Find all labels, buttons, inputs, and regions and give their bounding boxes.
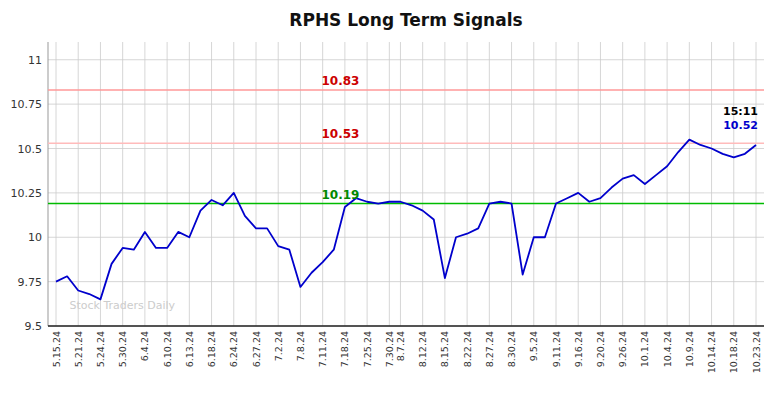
x-grid-line (400, 42, 401, 326)
x-tick-label: 10.9.24 (684, 331, 695, 367)
x-tick-label: 6.4.24 (139, 331, 150, 361)
x-tick-label: 10.1.24 (639, 331, 650, 367)
annotation: 15:11 (723, 105, 758, 118)
grid (48, 42, 764, 326)
x-grid-line (256, 42, 257, 326)
x-grid-line (556, 42, 557, 326)
y-grid-line (48, 59, 764, 60)
y-tick-label: 10.5 (18, 143, 43, 156)
x-grid-line (600, 42, 601, 326)
x-grid-line (711, 42, 712, 326)
x-tick-label: 7.8.24 (295, 331, 306, 361)
x-grid-line (167, 42, 168, 326)
price-line (56, 140, 756, 300)
x-tick-label: 8.12.24 (417, 331, 428, 367)
x-tick-label: 6.27.24 (251, 331, 262, 367)
y-grid-line (48, 192, 764, 193)
x-tick-label: 6.13.24 (184, 331, 195, 367)
x-tick-label: 7.2.24 (273, 331, 284, 361)
x-grid-line (100, 42, 101, 326)
x-tick-label: 7.30.24 (384, 331, 395, 367)
x-grid-line (578, 42, 579, 326)
x-tick-label: 8.15.24 (439, 331, 450, 367)
x-grid-line (467, 42, 468, 326)
y-grid-line (48, 104, 764, 105)
annotation: 10.52 (723, 119, 758, 132)
x-tick-label: 7.25.24 (362, 331, 373, 367)
reference-label: 10.19 (321, 188, 359, 202)
y-tick-label: 10.75 (11, 98, 43, 111)
x-tick-label: 5.24.24 (95, 331, 106, 367)
y-tick-label: 10 (28, 231, 42, 244)
reference-label: 10.53 (321, 127, 359, 141)
x-tick-label: 5.30.24 (117, 331, 128, 367)
x-tick-label: 9.5.24 (528, 331, 539, 361)
x-tick-label: 10.4.24 (662, 331, 673, 367)
x-grid-line (189, 42, 190, 326)
x-grid-line (422, 42, 423, 326)
x-tick-label: 9.11.24 (551, 331, 562, 367)
x-tick-label: 6.10.24 (162, 331, 173, 367)
x-grid-line (144, 42, 145, 326)
x-tick-label: 10.14.24 (706, 331, 717, 373)
x-tick-label: 8.7.24 (395, 331, 406, 361)
x-grid-line (233, 42, 234, 326)
background (0, 0, 784, 398)
y-grid-line (48, 326, 764, 327)
x-grid-line (211, 42, 212, 326)
x-grid-line (278, 42, 279, 326)
y-grid-line (48, 148, 764, 149)
x-tick-label: 10.23.24 (751, 331, 762, 373)
x-tick-label: 8.30.24 (506, 331, 517, 367)
x-grid-line (622, 42, 623, 326)
y-tick-label: 10.25 (11, 187, 43, 200)
x-axis-line (48, 325, 764, 327)
plot-area (48, 90, 764, 299)
x-tick-label: 8.22.24 (462, 331, 473, 367)
watermark: Stock Traders Daily (69, 299, 175, 312)
y-tick-label: 11 (28, 54, 42, 67)
x-tick-label: 10.18.24 (728, 331, 739, 373)
x-grid-line (122, 42, 123, 326)
x-grid-line (489, 42, 490, 326)
y-tick-label: 9.5 (25, 320, 43, 333)
x-grid-line (389, 42, 390, 326)
x-tick-label: 5.21.24 (73, 331, 84, 367)
x-grid-line (511, 42, 512, 326)
y-grid-line (48, 237, 764, 238)
x-tick-label: 9.20.24 (595, 331, 606, 367)
x-grid-line (756, 42, 757, 326)
x-tick-label: 5.15.24 (51, 331, 62, 367)
y-tick-label: 9.75 (18, 276, 43, 289)
y-axis-line (48, 42, 49, 326)
x-tick-label: 9.16.24 (573, 331, 584, 367)
reference-line (48, 89, 764, 91)
x-tick-label: 6.24.24 (228, 331, 239, 367)
reference-line (48, 142, 764, 144)
x-tick-label: 7.18.24 (339, 331, 350, 367)
reference-label: 10.83 (321, 74, 359, 88)
x-grid-line (444, 42, 445, 326)
x-grid-line (733, 42, 734, 326)
x-tick-label: 8.27.24 (484, 331, 495, 367)
title: RPHS Long Term Signals (289, 10, 522, 30)
x-tick-label: 7.11.24 (317, 331, 328, 367)
x-grid-line (689, 42, 690, 326)
x-tick-label: 9.26.24 (617, 331, 628, 367)
x-grid-line (533, 42, 534, 326)
x-grid-line (367, 42, 368, 326)
y-grid-line (48, 281, 764, 282)
x-tick-label: 6.18.24 (206, 331, 217, 367)
x-grid-line (56, 42, 57, 326)
x-grid-line (667, 42, 668, 326)
chart: 9.5 9.75 10 10.25 10.5 10.75 11 5.15.24 5.21.24 5… (0, 0, 784, 398)
x-grid-line (78, 42, 79, 326)
